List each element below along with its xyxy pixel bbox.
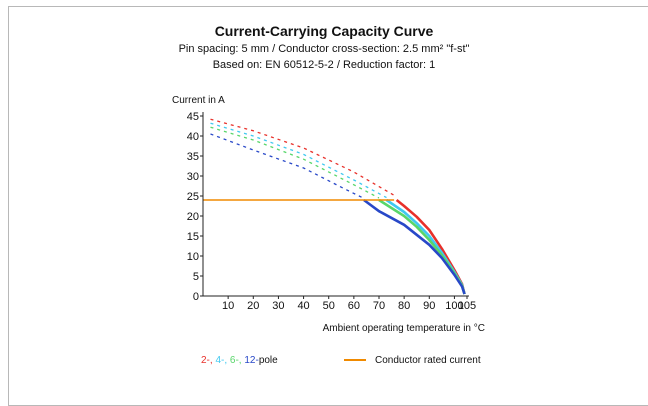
- chart-title: Current-Carrying Capacity Curve: [214, 23, 434, 39]
- chart-subtitle-spacing: Pin spacing: 5 mm / Conductor cross-sect…: [178, 43, 470, 55]
- legend-pole-entry: 12-: [244, 355, 258, 366]
- legend-pole-entry: 2-,: [201, 355, 215, 366]
- x-tick-label: 100: [445, 300, 463, 312]
- series-4-line: [385, 198, 466, 295]
- x-tick-label: 20: [247, 300, 259, 312]
- x-axis-label: Ambient operating temperature in °C: [323, 323, 485, 334]
- legend-pole-entries: 2-, 4-, 6-, 12-pole: [201, 355, 278, 366]
- x-tick-label: 50: [323, 300, 335, 312]
- series-12-line: [363, 198, 466, 295]
- x-tick-label: 60: [348, 300, 360, 312]
- x-tick-label: 105: [458, 300, 476, 312]
- x-tick-label: 10: [222, 300, 234, 312]
- x-tick-label: 40: [297, 300, 309, 312]
- y-tick-label: 25: [187, 191, 199, 203]
- series-2-dashed-line: [210, 118, 397, 198]
- y-axis-label: Current in A: [172, 95, 225, 106]
- tick-labels: 0 5 10 15 20 25 30 35 40 45 10 20 30 40 50 60 70 80 90 1001…: [187, 111, 476, 312]
- legend-rated-label: Conductor rated current: [375, 355, 481, 366]
- series-6-dashed-line: [210, 126, 380, 199]
- legend-pole-entry: 6-,: [230, 355, 244, 366]
- plot-lines: [203, 118, 466, 295]
- axes: [200, 112, 469, 299]
- chart-subtitle-standard: Based on: EN 60512-5-2 / Reduction facto…: [212, 59, 436, 71]
- y-tick-label: 35: [187, 151, 199, 163]
- series-6-line: [378, 198, 466, 295]
- series-4-dashed-line: [210, 122, 387, 199]
- x-tick-label: 70: [373, 300, 385, 312]
- y-tick-label: 45: [187, 111, 199, 123]
- y-tick-label: 10: [187, 251, 199, 263]
- y-tick-label: 15: [187, 231, 199, 243]
- x-tick-label: 30: [272, 300, 284, 312]
- y-tick-label: 40: [187, 131, 199, 143]
- y-tick-label: 20: [187, 211, 199, 223]
- legend: 2-, 4-, 6-, 12-pole Conductor rated curr…: [201, 355, 481, 366]
- x-tick-label: 90: [423, 300, 435, 312]
- series-12-dashed-line: [210, 133, 365, 199]
- y-tick-label: 30: [187, 171, 199, 183]
- x-tick-label: 80: [398, 300, 410, 312]
- y-tick-label: 5: [193, 271, 199, 283]
- legend-pole-entry: 4-,: [215, 355, 229, 366]
- legend-pole-suffix: pole: [259, 355, 278, 366]
- y-tick-label: 0: [193, 291, 199, 303]
